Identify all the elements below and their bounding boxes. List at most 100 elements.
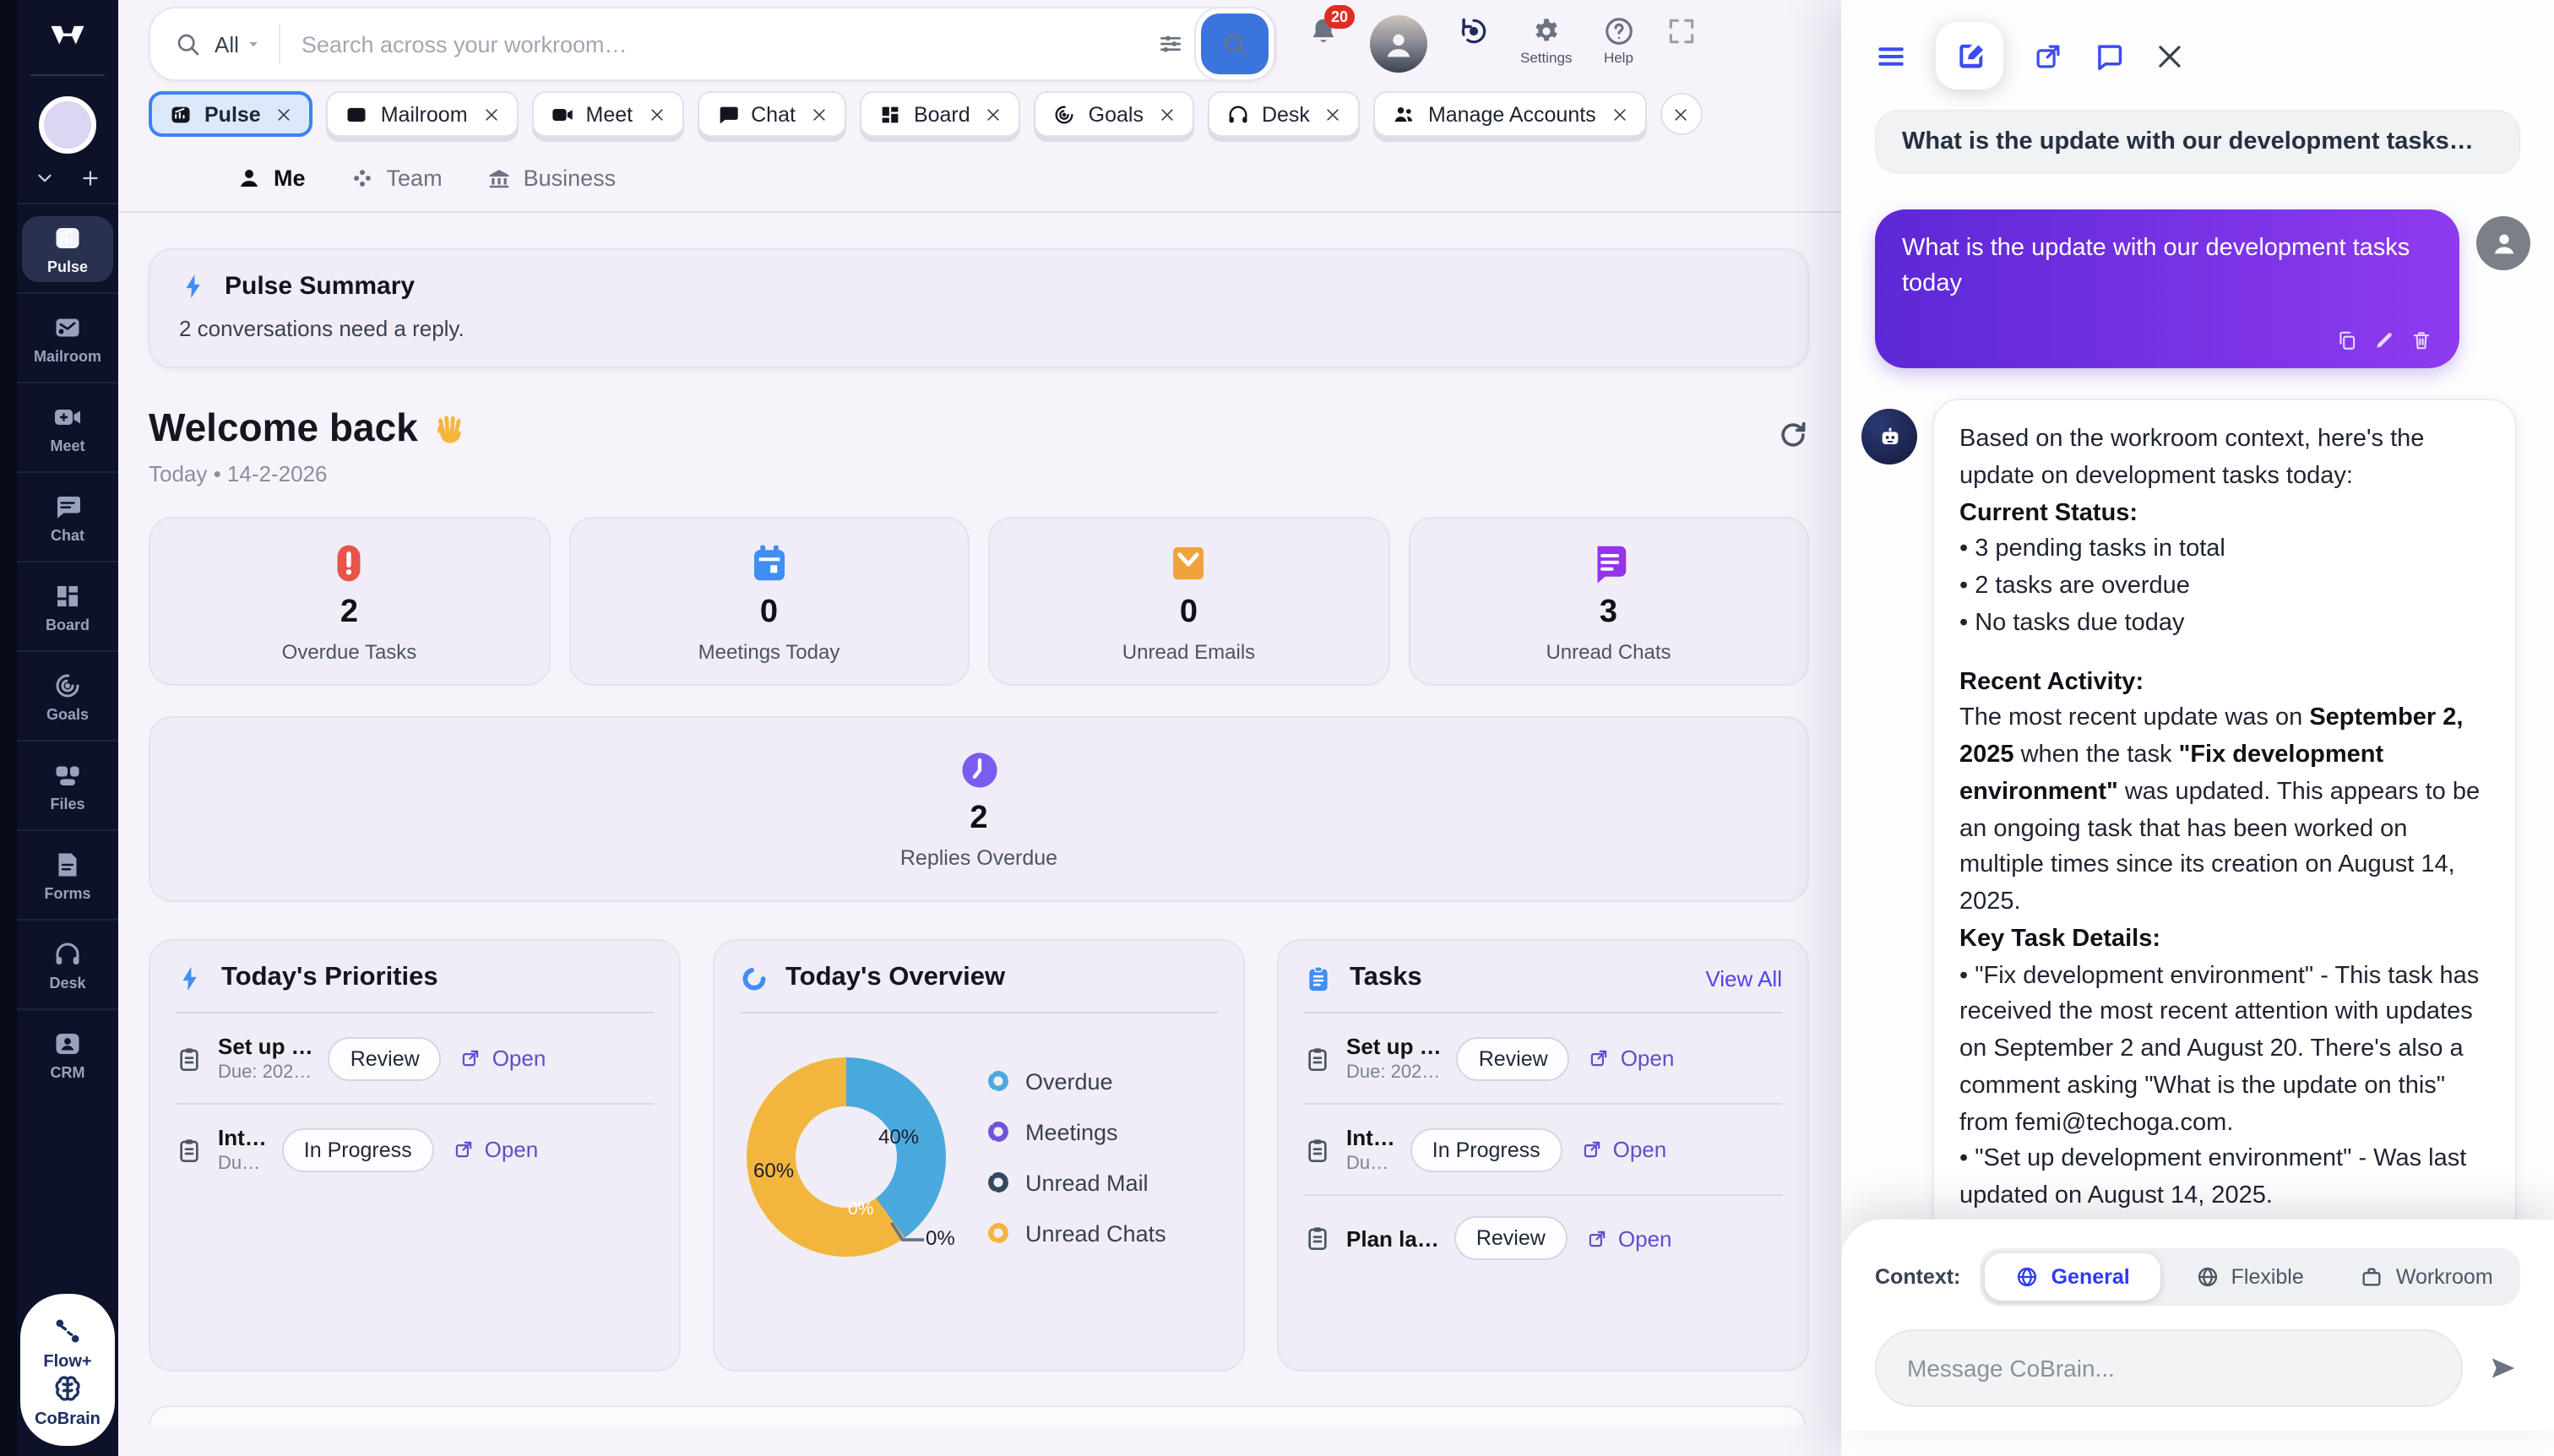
clipboard-icon (1304, 1136, 1331, 1163)
close-tab-icon[interactable] (648, 106, 665, 122)
history-button[interactable] (1458, 15, 1490, 47)
tab-desk[interactable]: Desk (1207, 91, 1361, 137)
close-tab-icon[interactable] (1325, 106, 1342, 122)
message-input[interactable] (1875, 1329, 2463, 1407)
task-due: Due: 202… (1346, 1062, 1441, 1083)
search-scope-dropdown[interactable]: All (215, 31, 263, 57)
help-button[interactable]: Help (1602, 15, 1634, 66)
chevron-down-icon[interactable] (34, 167, 56, 189)
hamburger-button[interactable] (1875, 40, 1907, 72)
chat-area: What is the update with our development … (1841, 174, 2554, 1431)
stat-card[interactable]: 0 Meetings Today (568, 517, 970, 686)
clipboard-icon (176, 1045, 203, 1072)
notifications-button[interactable]: 20 (1307, 5, 1355, 47)
donut-chart: 40% 60% 0% 0% (747, 1057, 955, 1257)
message-button[interactable] (2093, 40, 2125, 72)
sidebar-nav: Pulse Mailroom Meet Chat (17, 203, 118, 1284)
gear-icon (1530, 15, 1562, 47)
sidebar-item-board[interactable]: Board (17, 561, 118, 650)
close-tab-icon[interactable] (986, 106, 1003, 122)
sidebar-item-desk[interactable]: Desk (17, 919, 118, 1008)
sidebar-item-pulse[interactable]: Pulse (17, 203, 118, 292)
scope-tab-me[interactable]: Me (236, 166, 306, 191)
stat-card[interactable]: 2 Overdue Tasks (149, 517, 550, 686)
task-title: Set up … (218, 1034, 313, 1059)
pulse-summary-title: Pulse Summary (225, 272, 416, 301)
context-general[interactable]: General (1984, 1253, 2161, 1301)
user-avatar[interactable] (1370, 15, 1427, 73)
external-button[interactable] (2032, 40, 2064, 72)
trash-icon[interactable] (2410, 329, 2432, 351)
notification-badge: 20 (1323, 5, 1355, 29)
external-link-icon (1586, 1227, 1608, 1249)
thread-title[interactable]: What is the update with our development … (1875, 110, 2520, 174)
task-open-link[interactable]: Open (1589, 1046, 1674, 1071)
pulse-summary-text: 2 conversations need a reply. (179, 316, 465, 341)
tab-overflow-close[interactable] (1660, 93, 1703, 135)
task-status-button[interactable]: Review (1454, 1216, 1568, 1260)
sidebar-item-mailroom[interactable]: Mailroom (17, 292, 118, 382)
scope-tab-team[interactable]: Team (350, 166, 443, 191)
tab-meet[interactable]: Meet (531, 91, 684, 137)
stat-card[interactable]: 0 Unread Emails (988, 517, 1389, 686)
close-tab-icon[interactable] (276, 106, 293, 122)
bolt-icon (176, 964, 204, 992)
task-status-button[interactable]: In Progress (281, 1127, 434, 1171)
search-filters-icon[interactable] (1157, 30, 1184, 57)
sidebar-item-goals[interactable]: Goals (17, 650, 118, 740)
global-search[interactable]: All Search across your workroom… (149, 7, 1277, 81)
tab-board[interactable]: Board (859, 91, 1021, 137)
replies-overdue-card[interactable]: 2 Replies Overdue (149, 716, 1809, 902)
task-open-link[interactable]: Open (1586, 1225, 1671, 1251)
sidebar-item-crm[interactable]: CRM (17, 1008, 118, 1098)
close-tab-icon[interactable] (811, 106, 828, 122)
close-button[interactable] (2154, 40, 2186, 72)
task-open-link[interactable]: Open (1581, 1137, 1666, 1162)
tab-goals[interactable]: Goals (1034, 91, 1194, 137)
tab-pulse[interactable]: Pulse (149, 91, 313, 137)
task-status-button[interactable]: In Progress (1410, 1127, 1562, 1171)
donut-label-meetings: 0% (848, 1199, 874, 1220)
search-input[interactable]: Search across your workroom… (301, 31, 628, 57)
sidebar-footer-cobrain[interactable]: CoBrain (35, 1372, 101, 1429)
send-icon[interactable] (2486, 1351, 2520, 1385)
close-tab-icon[interactable] (483, 106, 500, 122)
context-flexible[interactable]: Flexible (2161, 1253, 2339, 1301)
tab-mailroom[interactable]: Mailroom (326, 91, 519, 137)
task-status-button[interactable]: Review (328, 1036, 442, 1080)
stat-value: 2 (340, 594, 359, 629)
pencil-icon[interactable] (2373, 329, 2395, 351)
tab-manage-accounts[interactable]: Manage Accounts (1373, 91, 1647, 137)
fullscreen-button[interactable] (1665, 15, 1697, 47)
tab-chat[interactable]: Chat (697, 91, 846, 137)
sidebar-item-label: CRM (50, 1064, 85, 1081)
settings-button[interactable]: Settings (1520, 15, 1572, 66)
pulse-summary-card: Pulse Summary 2 conversations need a rep… (149, 248, 1809, 368)
sidebar-footer-flow+[interactable]: Flow+ (43, 1314, 92, 1372)
stat-card[interactable]: 3 Unread Chats (1408, 517, 1809, 686)
sidebar-item-forms[interactable]: Forms (17, 829, 118, 919)
stat-label: Unread Chats (1546, 639, 1671, 663)
refresh-icon[interactable] (1777, 419, 1809, 451)
task-open-link[interactable]: Open (453, 1137, 538, 1162)
copy-icon[interactable] (2336, 329, 2358, 351)
sidebar-item-chat[interactable]: Chat (17, 471, 118, 561)
close-tab-icon[interactable] (1159, 106, 1176, 122)
assistant-paragraph: Based on the workroom context, here's th… (1959, 426, 2425, 490)
user-message-bubble: What is the update with our development … (1875, 209, 2459, 369)
context-workroom[interactable]: Workroom (2338, 1253, 2515, 1301)
priority-row: Set up … Due: 202… Review Open (176, 1013, 654, 1105)
sidebar-item-files[interactable]: Files (17, 740, 118, 829)
add-workspace-button[interactable] (79, 167, 101, 189)
close-tab-icon[interactable] (1611, 106, 1628, 122)
external-link-icon (1589, 1047, 1611, 1069)
scope-tab-business[interactable]: Business (486, 166, 616, 191)
view-all-link[interactable]: View All (1705, 965, 1782, 991)
compose-button[interactable] (1936, 22, 2003, 90)
workspace-avatar[interactable] (39, 96, 96, 154)
tasks-title: Tasks (1350, 963, 1422, 991)
task-status-button[interactable]: Review (1456, 1036, 1570, 1080)
search-button[interactable] (1201, 14, 1269, 74)
task-open-link[interactable]: Open (460, 1046, 546, 1071)
sidebar-item-meet[interactable]: Meet (17, 382, 118, 471)
